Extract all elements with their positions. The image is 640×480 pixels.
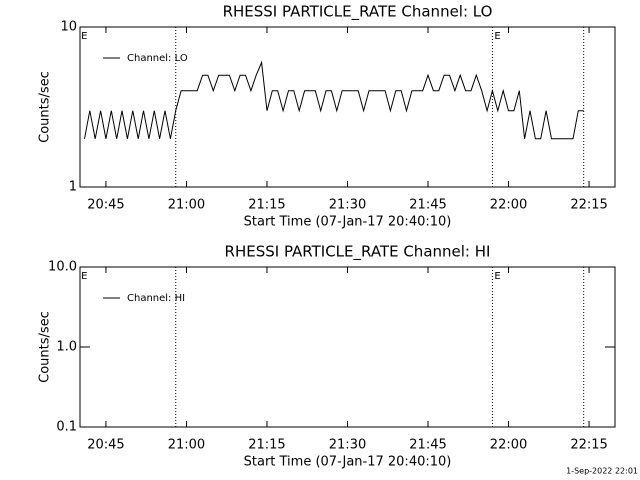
x-tick-label: 22:00 — [490, 438, 527, 453]
x-tick-label: 22:15 — [570, 438, 607, 453]
event-label: E — [494, 271, 500, 282]
x-tick-label: 21:00 — [168, 198, 205, 213]
x-tick-label: 22:15 — [570, 198, 607, 213]
chart-title: RHESSI PARTICLE_RATE Channel: LO — [223, 3, 493, 22]
event-label: E — [494, 31, 500, 42]
x-tick-label: 22:00 — [490, 198, 527, 213]
x-axis-label: Start Time (07-Jan-17 20:40:10) — [244, 455, 452, 470]
data-line — [84, 60, 584, 140]
x-tick-label: 21:00 — [168, 438, 205, 453]
y-tick-label: 1 — [69, 180, 77, 195]
y-tick-label: 0.1 — [56, 420, 77, 435]
x-axis-label: Start Time (07-Jan-17 20:40:10) — [244, 215, 452, 230]
x-tick-label: 21:45 — [409, 438, 446, 453]
x-tick-label: 20:45 — [87, 198, 124, 213]
legend-label: Channel: LO — [127, 53, 188, 64]
x-tick-label: 21:45 — [409, 198, 446, 213]
x-tick-label: 20:45 — [87, 438, 124, 453]
x-tick-label: 21:15 — [248, 438, 285, 453]
y-tick-label: 10 — [60, 20, 77, 35]
x-tick-label: 21:30 — [329, 198, 366, 213]
y-tick-label: 10.0 — [48, 260, 77, 275]
x-tick-label: 21:30 — [329, 438, 366, 453]
chart-title: RHESSI PARTICLE_RATE Channel: HI — [225, 243, 491, 262]
y-tick-label: 1.0 — [56, 340, 77, 355]
legend-label: Channel: HI — [127, 293, 185, 304]
y-axis-label: Counts/sec — [38, 311, 53, 383]
x-tick-label: 21:15 — [248, 198, 285, 213]
event-label: E — [81, 31, 87, 42]
y-axis-label: Counts/sec — [38, 71, 53, 143]
footer: 1-Sep-2022 22:01 — [566, 467, 638, 476]
event-label: E — [81, 271, 87, 282]
